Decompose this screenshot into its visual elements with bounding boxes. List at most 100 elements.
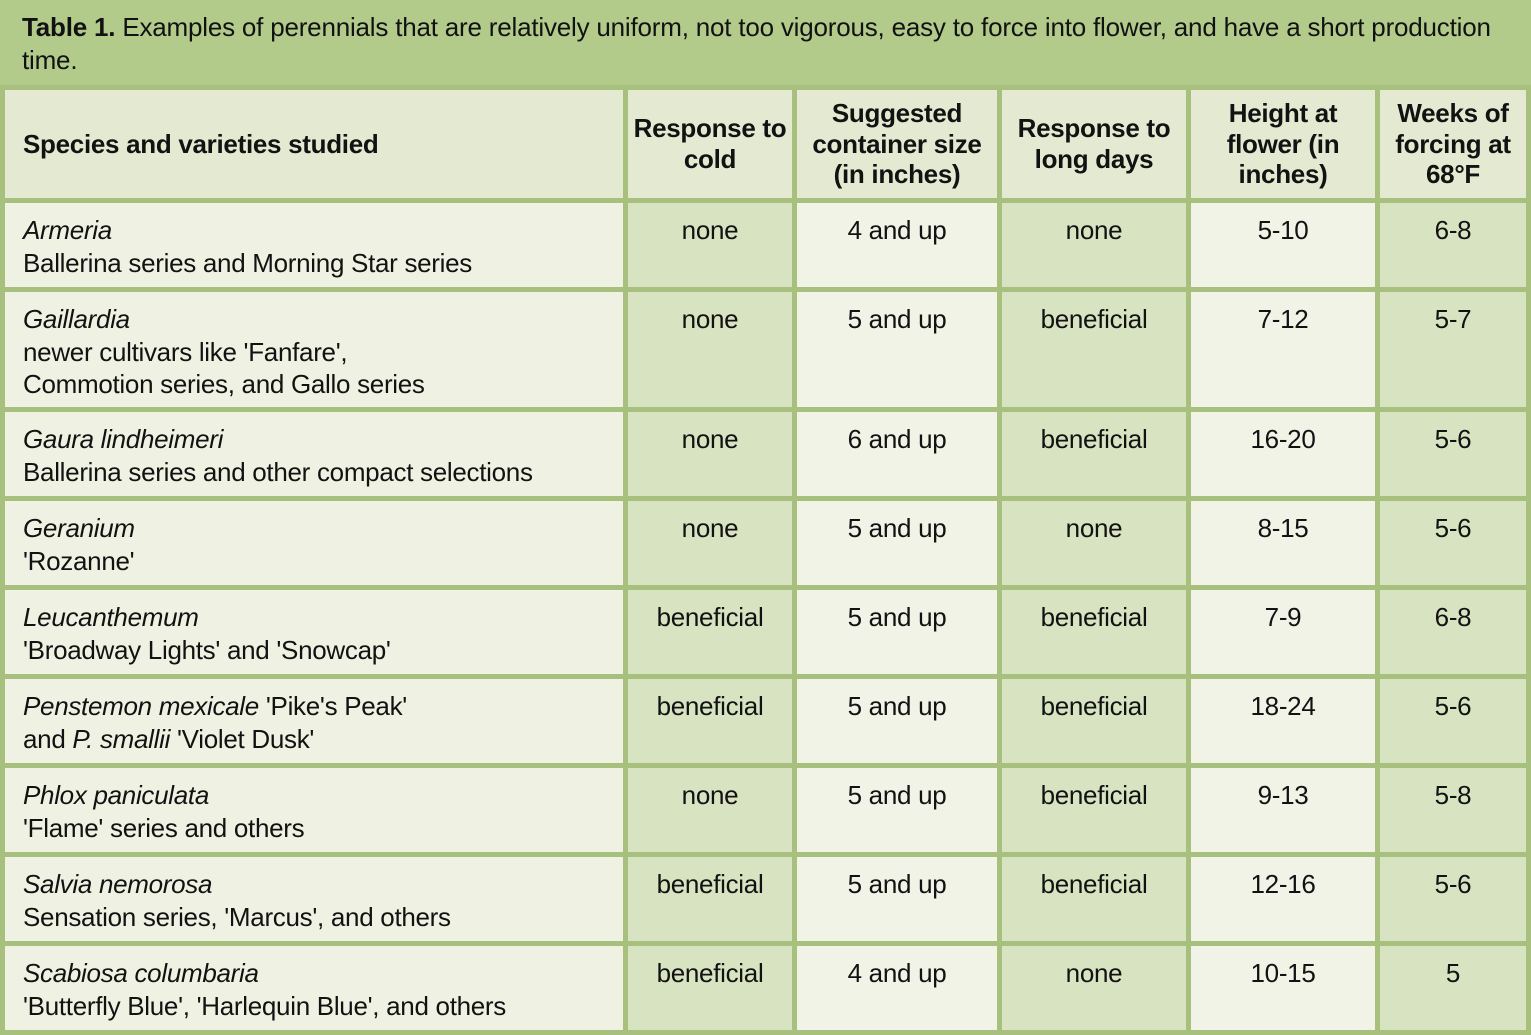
- species-line: Phlox paniculata: [23, 779, 615, 812]
- species-name: Phlox paniculata: [23, 780, 209, 810]
- container-size-cell: 5 and up: [797, 768, 997, 852]
- species-line: Commotion series, and Gallo series: [23, 368, 615, 401]
- species-name: Leucanthemum: [23, 602, 199, 632]
- height-at-flower-cell: 10-15: [1191, 946, 1375, 1030]
- response-to-long-days-cell: beneficial: [1002, 292, 1186, 407]
- species-cell: Armeria Ballerina series and Morning Star…: [5, 203, 623, 287]
- weeks-of-forcing-cell: 5-6: [1380, 412, 1526, 496]
- response-to-cold-cell: none: [628, 203, 792, 287]
- table-row: Leucanthemum 'Broadway Lights' and 'Snowc…: [5, 590, 1526, 674]
- height-at-flower-cell: 12-16: [1191, 857, 1375, 941]
- table-row: Penstemon mexicale 'Pike's Peak' and P. s…: [5, 679, 1526, 763]
- species-detail: 'Violet Dusk': [170, 723, 315, 754]
- container-size-cell: 5 and up: [797, 590, 997, 674]
- species-line: newer cultivars like 'Fanfare',: [23, 336, 615, 369]
- species-line: Scabiosa columbaria: [23, 957, 615, 990]
- species-line: Gaillardia: [23, 303, 615, 336]
- species-line: and P. smallii 'Violet Dusk': [23, 723, 615, 756]
- response-to-long-days-cell: beneficial: [1002, 412, 1186, 496]
- species-cell: Salvia nemorosa Sensation series, 'Marcus…: [5, 857, 623, 941]
- response-to-cold-cell: none: [628, 768, 792, 852]
- species-name: Geranium: [23, 513, 135, 543]
- species-name: Salvia nemorosa: [23, 869, 213, 899]
- weeks-of-forcing-cell: 5-6: [1380, 501, 1526, 585]
- species-name: Gaillardia: [23, 304, 130, 334]
- species-detail: Commotion series, and Gallo series: [23, 369, 425, 399]
- container-size-cell: 5 and up: [797, 292, 997, 407]
- weeks-of-forcing-cell: 5-6: [1380, 857, 1526, 941]
- response-to-long-days-cell: beneficial: [1002, 857, 1186, 941]
- species-detail: 'Butterfly Blue', 'Harlequin Blue', and …: [23, 990, 506, 1021]
- species-name: Gaura lindheimeri: [23, 424, 224, 454]
- species-line: 'Flame' series and others: [23, 812, 615, 845]
- response-to-cold-cell: beneficial: [628, 679, 792, 763]
- table-caption-text: Examples of perennials that are relative…: [22, 12, 1491, 75]
- container-size-cell: 5 and up: [797, 679, 997, 763]
- species-detail: 'Pike's Peak': [258, 691, 407, 721]
- height-at-flower-cell: 8-15: [1191, 501, 1375, 585]
- container-size-cell: 4 and up: [797, 946, 997, 1030]
- weeks-of-forcing-cell: 5-6: [1380, 679, 1526, 763]
- column-header-height-at-flower: Height at flower (in inches): [1191, 90, 1375, 198]
- table-body: Armeria Ballerina series and Morning Star…: [5, 203, 1526, 1030]
- species-line: Ballerina series and other compact selec…: [23, 456, 615, 489]
- response-to-long-days-cell: beneficial: [1002, 590, 1186, 674]
- weeks-of-forcing-cell: 6-8: [1380, 203, 1526, 287]
- species-detail: and: [23, 723, 73, 754]
- column-header-container-size: Suggested container size (in inches): [797, 90, 997, 198]
- table-row: Salvia nemorosa Sensation series, 'Marcus…: [5, 857, 1526, 941]
- column-header-response-to-cold: Response to cold: [628, 90, 792, 198]
- response-to-cold-cell: none: [628, 501, 792, 585]
- response-to-cold-cell: beneficial: [628, 946, 792, 1030]
- species-line: Armeria: [23, 214, 615, 247]
- table-row: Scabiosa columbaria 'Butterfly Blue', 'Ha…: [5, 946, 1526, 1030]
- weeks-of-forcing-cell: 5-8: [1380, 768, 1526, 852]
- species-detail: 'Broadway Lights' and 'Snowcap': [23, 634, 391, 665]
- species-line: Geranium: [23, 512, 615, 545]
- response-to-long-days-cell: none: [1002, 203, 1186, 287]
- container-size-cell: 5 and up: [797, 857, 997, 941]
- species-line: Sensation series, 'Marcus', and others: [23, 901, 615, 934]
- height-at-flower-cell: 7-9: [1191, 590, 1375, 674]
- species-cell: Geranium 'Rozanne': [5, 501, 623, 585]
- species-detail: 'Flame' series and others: [23, 812, 305, 843]
- perennials-table: Species and varieties studied Response t…: [0, 85, 1531, 1035]
- height-at-flower-cell: 5-10: [1191, 203, 1375, 287]
- height-at-flower-cell: 9-13: [1191, 768, 1375, 852]
- container-size-cell: 6 and up: [797, 412, 997, 496]
- table-row: Gaillardia newer cultivars like 'Fanfare'…: [5, 292, 1526, 407]
- species-cell: Scabiosa columbaria 'Butterfly Blue', 'Ha…: [5, 946, 623, 1030]
- species-cell: Leucanthemum 'Broadway Lights' and 'Snowc…: [5, 590, 623, 674]
- species-line: 'Butterfly Blue', 'Harlequin Blue', and …: [23, 990, 615, 1023]
- species-detail: Ballerina series and other compact selec…: [23, 456, 533, 487]
- response-to-cold-cell: none: [628, 292, 792, 407]
- response-to-long-days-cell: none: [1002, 501, 1186, 585]
- species-detail: newer cultivars like 'Fanfare',: [23, 336, 348, 367]
- response-to-long-days-cell: none: [1002, 946, 1186, 1030]
- species-cell: Penstemon mexicale 'Pike's Peak' and P. s…: [5, 679, 623, 763]
- species-line: Leucanthemum: [23, 601, 615, 634]
- species-line: 'Broadway Lights' and 'Snowcap': [23, 634, 615, 667]
- column-header-response-to-long-days: Response to long days: [1002, 90, 1186, 198]
- response-to-long-days-cell: beneficial: [1002, 768, 1186, 852]
- height-at-flower-cell: 18-24: [1191, 679, 1375, 763]
- species-name: Scabiosa columbaria: [23, 958, 259, 988]
- species-detail: Ballerina series and Morning Star series: [23, 247, 472, 278]
- table-row: Gaura lindheimeri Ballerina series and ot…: [5, 412, 1526, 496]
- species-detail: Sensation series, 'Marcus', and others: [23, 901, 451, 932]
- table-caption: Table 1. Examples of perennials that are…: [0, 0, 1531, 85]
- species-cell: Phlox paniculata 'Flame' series and other…: [5, 768, 623, 852]
- column-header-species: Species and varieties studied: [5, 90, 623, 198]
- table-row: Geranium 'Rozanne' none 5 and up none 8-15 5-6: [5, 501, 1526, 585]
- species-line: Gaura lindheimeri: [23, 423, 615, 456]
- species-name: Penstemon mexicale: [23, 691, 259, 721]
- container-size-cell: 4 and up: [797, 203, 997, 287]
- response-to-cold-cell: none: [628, 412, 792, 496]
- species-line: Penstemon mexicale 'Pike's Peak': [23, 690, 615, 723]
- response-to-cold-cell: beneficial: [628, 857, 792, 941]
- table-row: Armeria Ballerina series and Morning Star…: [5, 203, 1526, 287]
- species-cell: Gaillardia newer cultivars like 'Fanfare'…: [5, 292, 623, 407]
- species-name: P. smallii: [72, 723, 171, 754]
- species-line: Ballerina series and Morning Star series: [23, 247, 615, 280]
- weeks-of-forcing-cell: 6-8: [1380, 590, 1526, 674]
